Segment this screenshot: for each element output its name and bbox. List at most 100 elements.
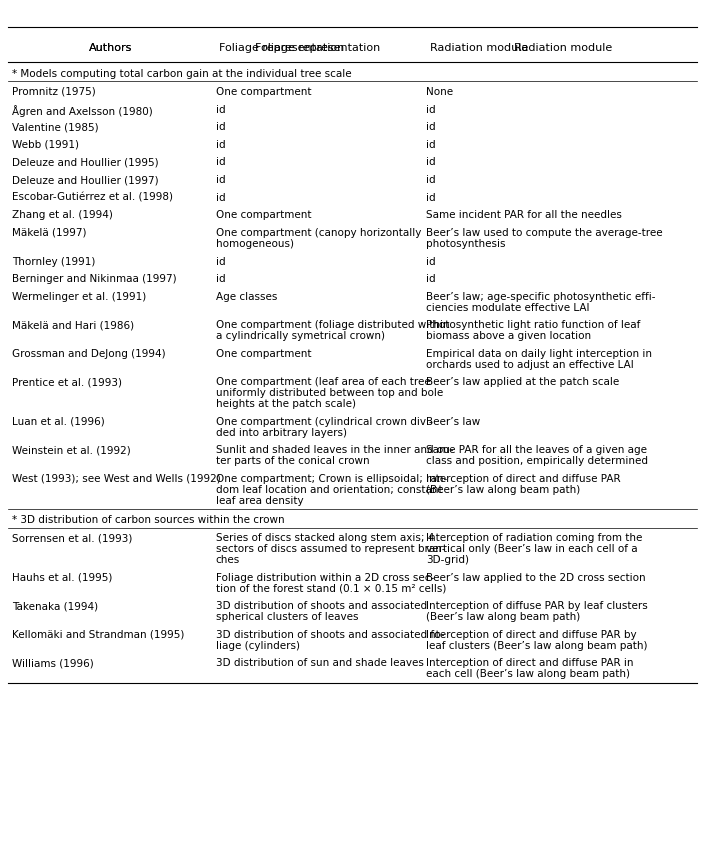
Text: id: id (216, 193, 225, 203)
Text: ded into arbitrary layers): ded into arbitrary layers) (216, 428, 347, 438)
Text: Interception of diffuse PAR by leaf clusters: Interception of diffuse PAR by leaf clus… (426, 601, 648, 611)
Text: Grossman and DeJong (1994): Grossman and DeJong (1994) (12, 349, 166, 359)
Text: Same PAR for all the leaves of a given age: Same PAR for all the leaves of a given a… (426, 445, 647, 456)
Text: Deleuze and Houllier (1997): Deleuze and Houllier (1997) (12, 175, 159, 185)
Text: Zhang et al. (1994): Zhang et al. (1994) (12, 210, 112, 221)
Text: id: id (216, 122, 225, 132)
Text: Sunlit and shaded leaves in the inner and ou-: Sunlit and shaded leaves in the inner an… (216, 445, 454, 456)
Text: Photosynthetic light ratio function of leaf: Photosynthetic light ratio function of l… (426, 320, 641, 330)
Text: Mäkelä (1997): Mäkelä (1997) (12, 228, 87, 238)
Text: Webb (1991): Webb (1991) (12, 140, 79, 150)
Text: One compartment (foliage distributed within: One compartment (foliage distributed wit… (216, 320, 449, 330)
Text: Beer’s law; age-specific photosynthetic effi-: Beer’s law; age-specific photosynthetic … (426, 292, 656, 301)
Text: Radiation module: Radiation module (514, 43, 612, 52)
Text: Escobar-Gutiérrez et al. (1998): Escobar-Gutiérrez et al. (1998) (12, 193, 173, 203)
Text: Berninger and Nikinmaa (1997): Berninger and Nikinmaa (1997) (12, 274, 177, 284)
Text: Hauhs et al. (1995): Hauhs et al. (1995) (12, 573, 112, 583)
Text: id: id (216, 104, 225, 115)
Text: Ågren and Axelsson (1980): Ågren and Axelsson (1980) (12, 104, 153, 116)
Text: id: id (426, 274, 436, 284)
Text: Sorrensen et al. (1993): Sorrensen et al. (1993) (12, 534, 132, 543)
Text: 3D-grid): 3D-grid) (426, 555, 469, 565)
Text: tion of the forest stand (0.1 × 0.15 m² cells): tion of the forest stand (0.1 × 0.15 m² … (216, 584, 446, 594)
Text: orchards used to adjust an effective LAI: orchards used to adjust an effective LAI (426, 360, 634, 370)
Text: a cylindrically symetrical crown): a cylindrically symetrical crown) (216, 331, 384, 341)
Text: ches: ches (216, 555, 240, 565)
Text: Thornley (1991): Thornley (1991) (12, 257, 95, 267)
Text: Wermelinger et al. (1991): Wermelinger et al. (1991) (12, 292, 146, 301)
Text: id: id (426, 122, 436, 132)
Text: leaf clusters (Beer’s law along beam path): leaf clusters (Beer’s law along beam pat… (426, 641, 647, 651)
Text: Foliage distribution within a 2D cross sec-: Foliage distribution within a 2D cross s… (216, 573, 434, 583)
Text: Same incident PAR for all the needles: Same incident PAR for all the needles (426, 210, 622, 221)
Text: 3D distribution of shoots and associated: 3D distribution of shoots and associated (216, 601, 427, 611)
Text: (Beer’s law along beam path): (Beer’s law along beam path) (426, 612, 580, 622)
Text: Empirical data on daily light interception in: Empirical data on daily light intercepti… (426, 349, 653, 359)
Text: Beer’s law: Beer’s law (426, 417, 480, 427)
Text: Authors: Authors (89, 43, 132, 52)
Text: biomass above a given location: biomass above a given location (426, 331, 591, 341)
Text: Weinstein et al. (1992): Weinstein et al. (1992) (12, 445, 131, 456)
Text: Interception of direct and diffuse PAR: Interception of direct and diffuse PAR (426, 474, 621, 484)
Text: ter parts of the conical crown: ter parts of the conical crown (216, 456, 369, 466)
Text: dom leaf location and orientation; constant: dom leaf location and orientation; const… (216, 485, 442, 495)
Text: Mäkelä and Hari (1986): Mäkelä and Hari (1986) (12, 320, 134, 330)
Text: Valentine (1985): Valentine (1985) (12, 122, 99, 132)
Text: One compartment; Crown is ellipsoidal; ran-: One compartment; Crown is ellipsoidal; r… (216, 474, 447, 484)
Text: id: id (426, 193, 436, 203)
Text: 3D distribution of shoots and associated fo-: 3D distribution of shoots and associated… (216, 630, 444, 640)
Text: One compartment (canopy horizontally: One compartment (canopy horizontally (216, 228, 421, 238)
Text: sectors of discs assumed to represent bran-: sectors of discs assumed to represent br… (216, 545, 446, 554)
Text: One compartment: One compartment (216, 210, 311, 221)
Text: Prentice et al. (1993): Prentice et al. (1993) (12, 377, 122, 387)
Text: id: id (216, 175, 225, 185)
Text: Interception of direct and diffuse PAR by: Interception of direct and diffuse PAR b… (426, 630, 637, 640)
Text: * Models computing total carbon gain at the individual tree scale: * Models computing total carbon gain at … (12, 68, 352, 78)
Text: leaf area density: leaf area density (216, 496, 304, 506)
Text: Beer’s law applied at the patch scale: Beer’s law applied at the patch scale (426, 377, 619, 387)
Text: liage (cylinders): liage (cylinders) (216, 641, 300, 651)
Text: vertical only (Beer’s law in each cell of a: vertical only (Beer’s law in each cell o… (426, 545, 638, 554)
Text: None: None (426, 87, 454, 97)
Text: id: id (426, 157, 436, 168)
Text: homogeneous): homogeneous) (216, 239, 293, 249)
Text: Interception of direct and diffuse PAR in: Interception of direct and diffuse PAR i… (426, 658, 634, 669)
Text: id: id (426, 175, 436, 185)
Text: id: id (216, 157, 225, 168)
Text: One compartment (leaf area of each tree: One compartment (leaf area of each tree (216, 377, 430, 387)
Text: Series of discs stacked along stem axis; 4: Series of discs stacked along stem axis;… (216, 534, 434, 543)
Text: Radiation module: Radiation module (430, 43, 528, 52)
Text: One compartment (cylindrical crown divi-: One compartment (cylindrical crown divi- (216, 417, 433, 427)
Text: Deleuze and Houllier (1995): Deleuze and Houllier (1995) (12, 157, 159, 168)
Text: id: id (216, 274, 225, 284)
Text: class and position, empirically determined: class and position, empirically determin… (426, 456, 648, 466)
Text: Beer’s law used to compute the average-tree: Beer’s law used to compute the average-t… (426, 228, 663, 238)
Text: id: id (426, 140, 436, 150)
Text: id: id (216, 140, 225, 150)
Text: Foliage representation: Foliage representation (219, 43, 345, 52)
Text: spherical clusters of leaves: spherical clusters of leaves (216, 612, 358, 622)
Text: Authors: Authors (89, 43, 132, 52)
Text: (Beer’s law along beam path): (Beer’s law along beam path) (426, 485, 580, 495)
Text: id: id (426, 257, 436, 267)
Text: Foliage representation: Foliage representation (255, 43, 380, 52)
Text: heights at the patch scale): heights at the patch scale) (216, 399, 355, 409)
Text: Williams (1996): Williams (1996) (12, 658, 94, 669)
Text: One compartment: One compartment (216, 87, 311, 97)
Text: West (1993); see West and Wells (1992): West (1993); see West and Wells (1992) (12, 474, 221, 484)
Text: One compartment: One compartment (216, 349, 311, 359)
Text: id: id (216, 257, 225, 267)
Text: Takenaka (1994): Takenaka (1994) (12, 601, 98, 611)
Text: * 3D distribution of carbon sources within the crown: * 3D distribution of carbon sources with… (12, 515, 285, 525)
Text: id: id (426, 104, 436, 115)
Text: 3D distribution of sun and shade leaves: 3D distribution of sun and shade leaves (216, 658, 423, 669)
Text: Promnitz (1975): Promnitz (1975) (12, 87, 96, 97)
Text: Age classes: Age classes (216, 292, 277, 301)
Text: each cell (Beer’s law along beam path): each cell (Beer’s law along beam path) (426, 669, 630, 679)
Text: uniformly distributed between top and bole: uniformly distributed between top and bo… (216, 388, 443, 398)
Text: Interception of radiation coming from the: Interception of radiation coming from th… (426, 534, 642, 543)
Text: photosynthesis: photosynthesis (426, 239, 506, 249)
Text: Kellomäki and Strandman (1995): Kellomäki and Strandman (1995) (12, 630, 185, 640)
Text: ciencies modulate effective LAI: ciencies modulate effective LAI (426, 302, 590, 312)
Text: Luan et al. (1996): Luan et al. (1996) (12, 417, 105, 427)
